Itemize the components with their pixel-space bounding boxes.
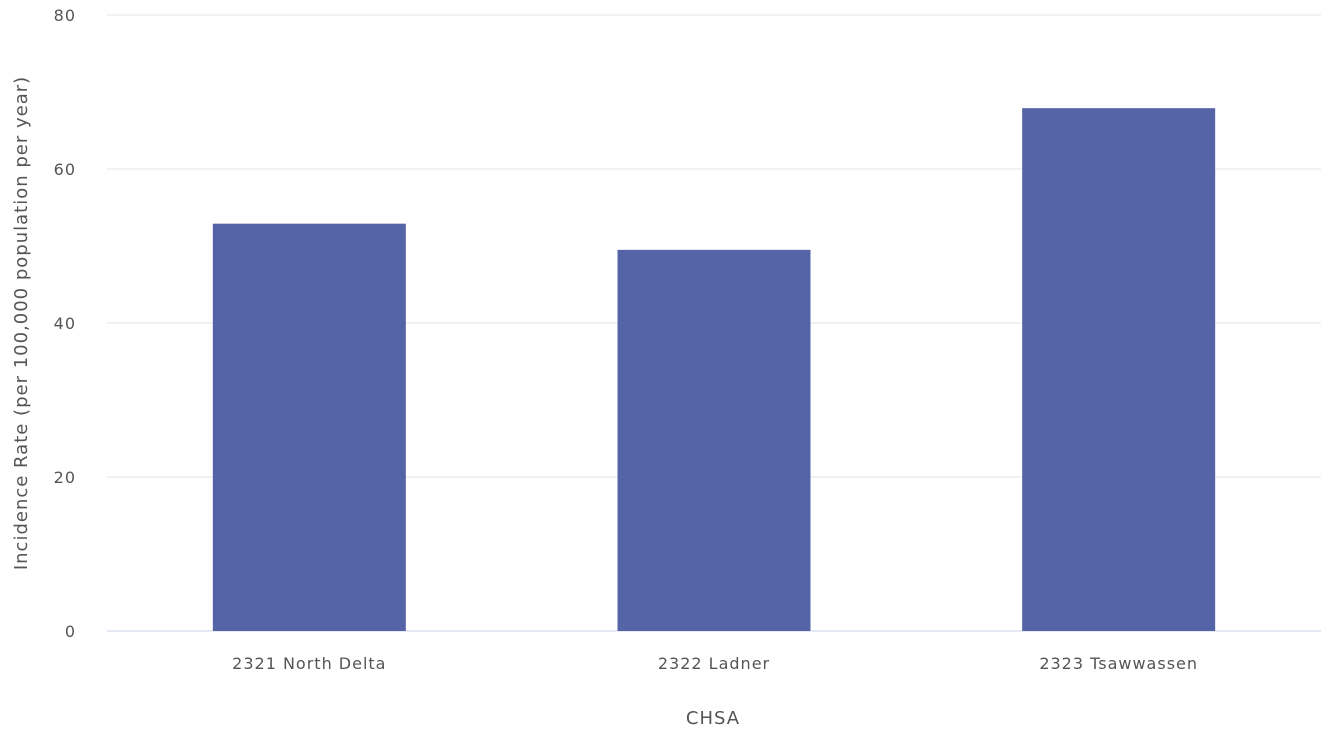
y-axis-title: Incidence Rate (per 100,000 population p… xyxy=(11,76,32,570)
y-tick-label: 40 xyxy=(54,314,76,333)
y-tick-label: 20 xyxy=(54,468,76,487)
bar[interactable] xyxy=(1022,108,1216,632)
y-tick-label: 60 xyxy=(54,160,76,179)
x-axis-ticks: 2321 North Delta 2322 Ladner 2323 Tsawwass… xyxy=(232,654,1198,673)
x-tick-label: 2321 North Delta xyxy=(232,654,386,673)
x-tick-label: 2322 Ladner xyxy=(658,654,770,673)
y-tick-label: 80 xyxy=(54,6,76,25)
bars xyxy=(212,108,1216,632)
y-tick-label: 0 xyxy=(65,622,76,641)
bar[interactable] xyxy=(212,223,406,632)
y-axis-ticks: 0 20 40 60 80 xyxy=(54,6,76,641)
x-tick-label: 2323 Tsawwassen xyxy=(1039,654,1198,673)
bar[interactable] xyxy=(617,249,811,631)
x-axis-title: CHSA xyxy=(686,708,740,729)
